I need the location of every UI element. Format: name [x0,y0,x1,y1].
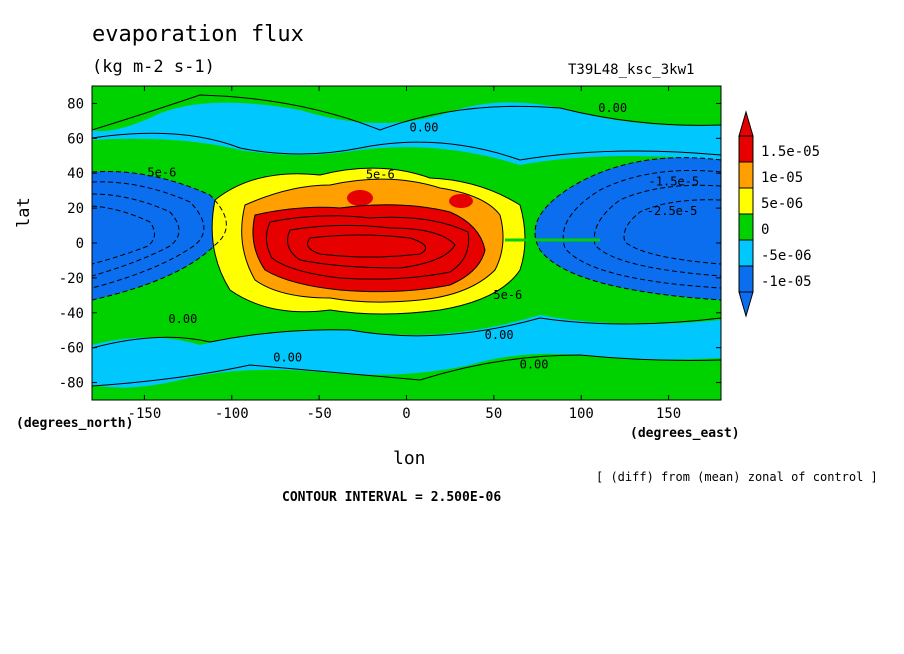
colorbar-label: -1e-05 [761,274,812,290]
contour-line [534,157,721,301]
contour-label: 0.00 [410,120,439,134]
contour-line [211,167,526,315]
field-core-red [252,204,485,292]
colorbar-label: 1.5e-05 [761,144,820,160]
y-tick-label: -60 [59,341,84,357]
contour-label: 0.00 [485,328,514,342]
x-tick-label: 0 [402,406,410,422]
x-tick-label: 50 [485,406,502,422]
x-axis-unit: (degrees_east) [630,426,740,441]
contour-label: 0.00 [598,101,627,115]
contour-label: 5e-6 [493,288,522,302]
contour-line [92,94,721,131]
contour-line [92,171,227,301]
contour-label: 0.00 [520,358,549,372]
chart-units: (kg m-2 s-1) [92,57,215,77]
contour-line [92,317,721,349]
colorbar-extend-bottom [738,291,754,318]
contour-label: -1.5e-5 [649,174,700,188]
contour-label: 0.00 [168,312,197,326]
y-tick-label: 20 [67,201,84,217]
colorbar-label: -5e-06 [761,248,812,264]
x-tick-label: -50 [306,406,331,422]
contour-line [252,204,486,293]
y-axis-unit: (degrees_north) [16,416,134,431]
colorbar-extend-top [738,110,754,137]
contour-lines [92,94,721,387]
field-lobe-west [92,171,227,300]
run-id-label: T39L48_ksc_3kw1 [568,62,695,78]
contour-line [593,184,721,277]
contour-interval: CONTOUR INTERVAL = 2.500E-06 [282,490,502,505]
colorbar-swatch [738,161,754,189]
y-axis: -80 -60 -40 -20 0 20 40 60 80 [59,96,721,392]
colorbar-swatch [738,265,754,293]
contour-line [92,181,205,289]
colorbar-label: 1e-05 [761,170,803,186]
contour-line [623,199,721,265]
x-axis-title: lon [393,448,426,469]
contour-line [92,193,180,277]
field-red-spot-east [449,194,473,208]
contour-label: 0.00 [273,351,302,365]
y-axis-title: lat [14,197,34,228]
colorbar-swatch [738,135,754,163]
contour-line [241,178,504,303]
colorbar-swatch [738,213,754,241]
diff-note: [ (diff) from (mean) zonal of control ] [596,470,878,484]
contour-label: -2.5e-5 [647,204,698,218]
colorbar-swatch [738,239,754,267]
y-tick-label: -80 [59,376,84,392]
y-tick-label: 0 [76,236,84,252]
y-tick-label: -40 [59,306,84,322]
contour-line [287,224,456,269]
x-tick-label: -150 [128,406,162,422]
chart-title: evaporation flux [92,22,304,47]
colorbar-label: 0 [761,222,769,238]
contour-label: 5e-6 [147,166,176,180]
field-red-spot-north [347,190,373,206]
field-band-north-green [92,86,721,132]
y-tick-label: 60 [67,131,84,147]
contour-label: 5e-6 [366,167,395,181]
x-tick-label: -100 [215,406,249,422]
contour-label-layer: 0.00 0.00 5e-6 5e-6 -1.5e-5 -2.5e-5 0.00 5e-6 0.… [147,101,699,371]
negative-contours [92,157,721,301]
colorbar-swatch [738,187,754,215]
field-lobe-east [535,157,721,300]
contour-line [307,234,427,258]
x-tick-label: 150 [656,406,681,422]
y-tick-label: 80 [67,96,84,112]
y-tick-label: 40 [67,166,84,182]
plot-area [92,86,721,400]
contour-line [92,205,155,265]
contour-line [266,215,470,280]
x-axis: -150 -100 -50 0 50 100 150 [128,86,681,422]
field-band-south-green [92,353,721,400]
colorbar: 1.5e-05 1e-05 5e-06 0 -5e-06 -1e-05 [738,110,820,318]
x-tick-label: 100 [569,406,594,422]
contour-line [562,170,721,289]
colorbar-label: 5e-06 [761,196,803,212]
contour-line [92,132,721,161]
contour-line [92,354,721,387]
y-tick-label: -20 [59,271,84,287]
